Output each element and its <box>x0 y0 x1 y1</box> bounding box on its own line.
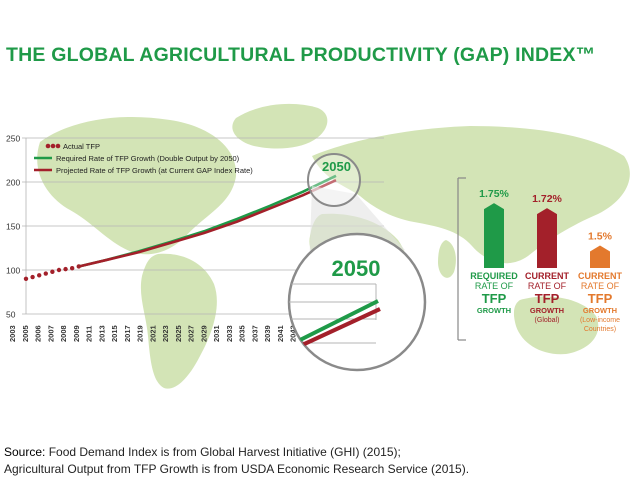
x-tick-label: 2029 <box>199 325 208 342</box>
y-axis: 50 100 150 200 250 <box>6 134 20 320</box>
rate-label-top: CURRENT <box>525 271 570 281</box>
y-tick-label: 100 <box>6 266 20 276</box>
rate-value-label: 1.72% <box>532 193 562 205</box>
rate-bar <box>590 245 610 268</box>
x-tick-label: 2019 <box>136 325 145 342</box>
actual-tfp-point <box>63 266 68 272</box>
zoom-label: 2050 <box>332 256 381 281</box>
page-title: THE GLOBAL AGRICULTURAL PRODUCTIVITY (GA… <box>6 44 596 66</box>
rate-label-sub: (Low-income <box>580 317 620 324</box>
x-tick-label: 2023 <box>161 325 170 342</box>
x-tick-label: 2041 <box>276 325 285 342</box>
x-tick-label: 2007 <box>46 325 55 342</box>
legend-label-projected: Projected Rate of TFP Growth (at Current… <box>56 166 253 175</box>
actual-tfp-point <box>36 273 42 278</box>
series-lines <box>23 174 337 281</box>
source-prefix: Source: <box>4 445 46 459</box>
actual-tfp-point <box>30 274 35 280</box>
x-tick-label: 2031 <box>212 325 221 342</box>
x-tick-label: 2006 <box>34 325 43 342</box>
rate-label-mid: RATE OF <box>475 281 514 291</box>
callout: 2050 2050 <box>287 153 427 372</box>
x-tick-label: 2021 <box>148 325 157 342</box>
source-line-1: Food Demand Index is from Global Harvest… <box>45 445 401 459</box>
y-tick-label: 250 <box>6 134 20 144</box>
actual-tfp-point <box>23 276 29 281</box>
rate-label-sub: Countries) <box>584 326 616 333</box>
x-tick-label: 2027 <box>187 325 196 342</box>
rate-label-top: REQUIRED <box>470 271 518 281</box>
rate-label-mid: RATE OF <box>528 281 567 291</box>
x-tick-label: 2009 <box>72 325 81 342</box>
rate-label-big: TFP <box>482 291 507 306</box>
x-tick-label: 2043 <box>289 325 298 342</box>
actual-tfp-point <box>43 271 48 276</box>
legend-dot <box>55 143 61 149</box>
x-tick-label: 2035 <box>238 325 247 342</box>
x-tick-label: 2003 <box>8 325 17 342</box>
map-landmass-7 <box>438 240 456 278</box>
map-landmass-6 <box>513 296 599 355</box>
legend-dot <box>50 143 56 149</box>
y-tick-label: 50 <box>6 310 16 320</box>
map-landmass-1 <box>37 116 237 255</box>
y-tick-label: 200 <box>6 178 20 188</box>
x-tick-label: 2015 <box>110 325 119 342</box>
rate-bar <box>537 208 557 268</box>
x-tick-label: 2008 <box>59 325 68 342</box>
rate-value-label: 1.75% <box>479 188 509 200</box>
legend-label-required: Required Rate of TFP Growth (Double Outp… <box>56 154 240 163</box>
rate-label-mid: RATE OF <box>581 281 620 291</box>
x-tick-label: 2025 <box>174 325 183 342</box>
actual-tfp-point <box>50 269 55 274</box>
legend-label-actual: Actual TFP <box>63 142 100 151</box>
map-landmass-2 <box>140 253 217 389</box>
legend-dot <box>45 143 51 149</box>
actual-tfp-point <box>69 266 75 271</box>
map-landmass-3 <box>232 103 328 149</box>
zoom-required-line <box>299 299 379 342</box>
rate-label-top: CURRENT <box>578 271 623 281</box>
source-line-2: Agricultural Output from TFP Growth is f… <box>4 462 470 476</box>
y-tick-label: 150 <box>6 222 20 232</box>
x-tick-label: 2017 <box>123 325 132 342</box>
x-tick-label: 2033 <box>225 325 234 342</box>
x-axis: 2003 2005 2006 2007 2008 2009 2011 2013 2015 2017… <box>8 325 323 342</box>
rate-label-bottom: GROWTH <box>477 306 511 315</box>
rate-label-bottom: GROWTH <box>583 306 617 315</box>
rate-label-sub: (Global) <box>535 317 560 324</box>
series-line-3 <box>78 179 337 268</box>
zoom-projected-line <box>299 307 381 348</box>
rate-label-big: TFP <box>535 291 560 306</box>
zoom-content <box>289 283 381 348</box>
rate-value-label: 1.5% <box>588 231 613 243</box>
x-tick-label: 2005 <box>21 325 30 342</box>
callout-label: 2050 <box>322 159 351 174</box>
rate-label-bottom: GROWTH <box>530 306 564 315</box>
x-tick-label: 2011 <box>85 326 94 342</box>
callout-circle-small <box>307 153 361 207</box>
legend: Actual TFP Required Rate of TFP Growth (D… <box>34 142 253 175</box>
source-note: Source: Food Demand Index is from Global… <box>4 444 469 478</box>
x-tick-label: 2039 <box>263 325 272 342</box>
rate-label-big: TFP <box>588 291 613 306</box>
actual-tfp-point <box>56 267 62 273</box>
rate-bar <box>484 203 504 268</box>
x-tick-label: 2037 <box>250 325 259 342</box>
x-tick-label: 2013 <box>97 325 106 342</box>
